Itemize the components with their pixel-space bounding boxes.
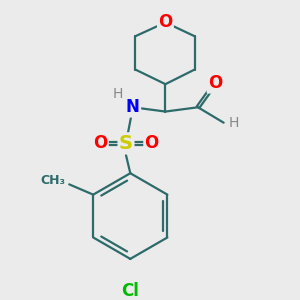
Text: H: H — [112, 87, 123, 100]
Text: Cl: Cl — [122, 282, 139, 300]
Text: H: H — [229, 116, 239, 130]
Text: O: O — [158, 14, 172, 32]
Text: S: S — [119, 134, 133, 153]
Text: O: O — [145, 134, 159, 152]
Text: N: N — [126, 98, 140, 116]
Text: O: O — [93, 134, 107, 152]
Text: O: O — [208, 74, 222, 92]
Text: CH₃: CH₃ — [40, 174, 65, 188]
